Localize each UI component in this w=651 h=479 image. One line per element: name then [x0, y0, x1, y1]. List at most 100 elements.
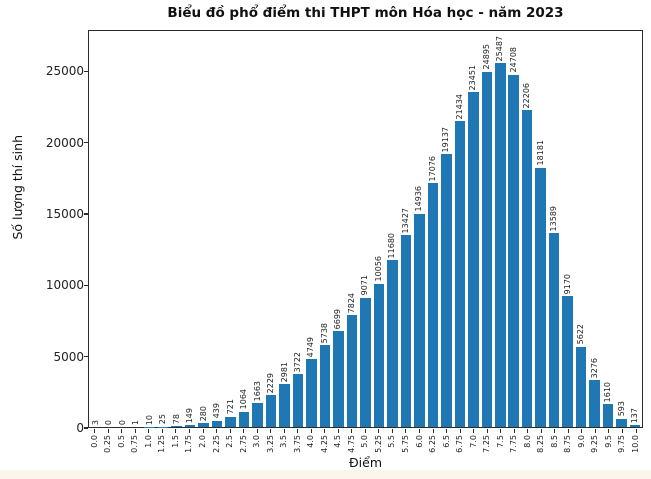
- bar: [211, 420, 223, 427]
- bar: [225, 416, 236, 427]
- x-tick-label: 9.25: [590, 435, 600, 453]
- x-tick-label: 1.0: [143, 435, 153, 448]
- x-tick-label: 6.5: [441, 435, 451, 448]
- y-tick-label: 10000: [45, 278, 84, 293]
- bar: [535, 167, 546, 427]
- x-tick-mark: [175, 429, 177, 433]
- bar: [400, 235, 412, 427]
- x-tick-mark: [459, 429, 461, 433]
- x-tick-label: 10.0: [631, 435, 641, 453]
- bar-value-label: 9170: [562, 273, 572, 295]
- x-tick-label: 7.25: [482, 435, 492, 453]
- x-tick: 3.0: [250, 429, 264, 453]
- bar-value-label: 25487: [495, 35, 505, 62]
- x-tick-label: 7.5: [495, 435, 505, 448]
- x-tick-label: 5.0: [360, 435, 370, 448]
- x-tick: 2.75: [237, 429, 251, 453]
- x-tick: 9.5: [602, 429, 616, 453]
- y-tick-label: 15000: [45, 207, 84, 222]
- x-tick-label: 7.75: [509, 435, 519, 453]
- bar: [521, 110, 533, 427]
- bar-slot: 137: [628, 31, 641, 427]
- x-tick: 9.0: [575, 429, 589, 453]
- bar-slot: 25: [156, 31, 169, 427]
- x-tick: 3.5: [277, 429, 291, 453]
- bar-value-label: 24895: [481, 44, 491, 70]
- bar-value-label: 4749: [306, 336, 316, 358]
- x-tick: 1.25: [156, 429, 170, 453]
- bar-slot: 2229: [264, 31, 277, 427]
- x-tick-label: 8.75: [563, 435, 573, 453]
- bar-slot: 1064: [237, 31, 250, 427]
- x-tick-mark: [283, 429, 285, 433]
- x-tick-label: 2.5: [225, 435, 235, 448]
- bar-slot: 3: [89, 31, 102, 427]
- y-tick-mark: [84, 427, 88, 429]
- bar-slot: 5738: [318, 31, 331, 427]
- x-tick-mark: [243, 429, 245, 433]
- bar: [198, 423, 209, 427]
- y-tick-mark: [84, 142, 88, 144]
- bar-value-label: 23451: [468, 65, 478, 91]
- x-tick: 4.0: [305, 429, 319, 453]
- x-tick-mark: [527, 429, 529, 433]
- x-tick: 1.75: [183, 429, 197, 453]
- x-tick: 0.25: [102, 429, 116, 453]
- x-tick-mark: [161, 429, 163, 433]
- bar: [427, 183, 439, 427]
- y-tick-label: 25000: [45, 64, 84, 79]
- bar-value-label: 22206: [522, 82, 532, 109]
- x-tick-label: 4.25: [319, 435, 329, 453]
- x-tick: 7.75: [507, 429, 521, 453]
- x-tick: 6.75: [453, 429, 467, 453]
- bar-slot: 78: [170, 31, 183, 427]
- bar-value-label: 25: [158, 414, 168, 425]
- x-tick-mark: [513, 429, 515, 433]
- bar: [319, 345, 331, 427]
- x-tick: 0.0: [88, 429, 102, 453]
- x-tick-label: 5.25: [373, 435, 383, 453]
- bar: [333, 331, 344, 427]
- x-tick-label: 8.5: [549, 435, 559, 448]
- bar-value-label: 11680: [387, 232, 397, 259]
- bar-value-label: 280: [198, 405, 208, 422]
- bar-value-label: 17076: [427, 155, 437, 182]
- x-tick-mark: [216, 429, 218, 433]
- bar: [414, 213, 425, 427]
- x-tick-label: 4.5: [333, 435, 343, 448]
- x-tick-mark: [405, 429, 407, 433]
- x-tick-label: 8.0: [522, 435, 532, 448]
- x-tick: 9.25: [589, 429, 603, 453]
- bar-value-label: 2981: [279, 362, 289, 383]
- x-tick-label: 9.75: [617, 435, 627, 453]
- x-tick: 9.75: [616, 429, 630, 453]
- x-tick: 8.75: [562, 429, 576, 453]
- bar-value-label: 6699: [333, 309, 343, 330]
- y-tick-label: 0: [76, 421, 84, 435]
- x-tick: 1.0: [142, 429, 156, 453]
- bar-slot: 24708: [507, 31, 520, 427]
- x-tick-label: 1.25: [157, 435, 167, 453]
- bar-value-label: 78: [171, 413, 181, 424]
- bar-slot: 1: [129, 31, 142, 427]
- bar-slot: 19137: [440, 31, 453, 427]
- x-tick-label: 2.75: [238, 435, 248, 453]
- bar-value-label: 1: [131, 419, 141, 425]
- bar-value-label: 5738: [319, 322, 329, 344]
- bar: [265, 395, 277, 427]
- y-axis-label: Số lượng thí sinh: [10, 135, 25, 240]
- bar-value-label: 13589: [549, 205, 559, 232]
- x-tick-mark: [594, 429, 596, 433]
- bar-slot: 1663: [251, 31, 264, 427]
- bar: [346, 315, 358, 427]
- bar: [495, 63, 506, 427]
- x-tick: 4.25: [318, 429, 332, 453]
- bar-slot: 3722: [291, 31, 304, 427]
- bar-slot: 21434: [453, 31, 466, 427]
- x-tick: 7.0: [467, 429, 481, 453]
- bar-slot: 17076: [426, 31, 439, 427]
- bar-value-label: 1663: [252, 380, 262, 402]
- x-tick: 8.0: [521, 429, 535, 453]
- bar: [238, 411, 250, 427]
- x-tick-mark: [229, 429, 231, 433]
